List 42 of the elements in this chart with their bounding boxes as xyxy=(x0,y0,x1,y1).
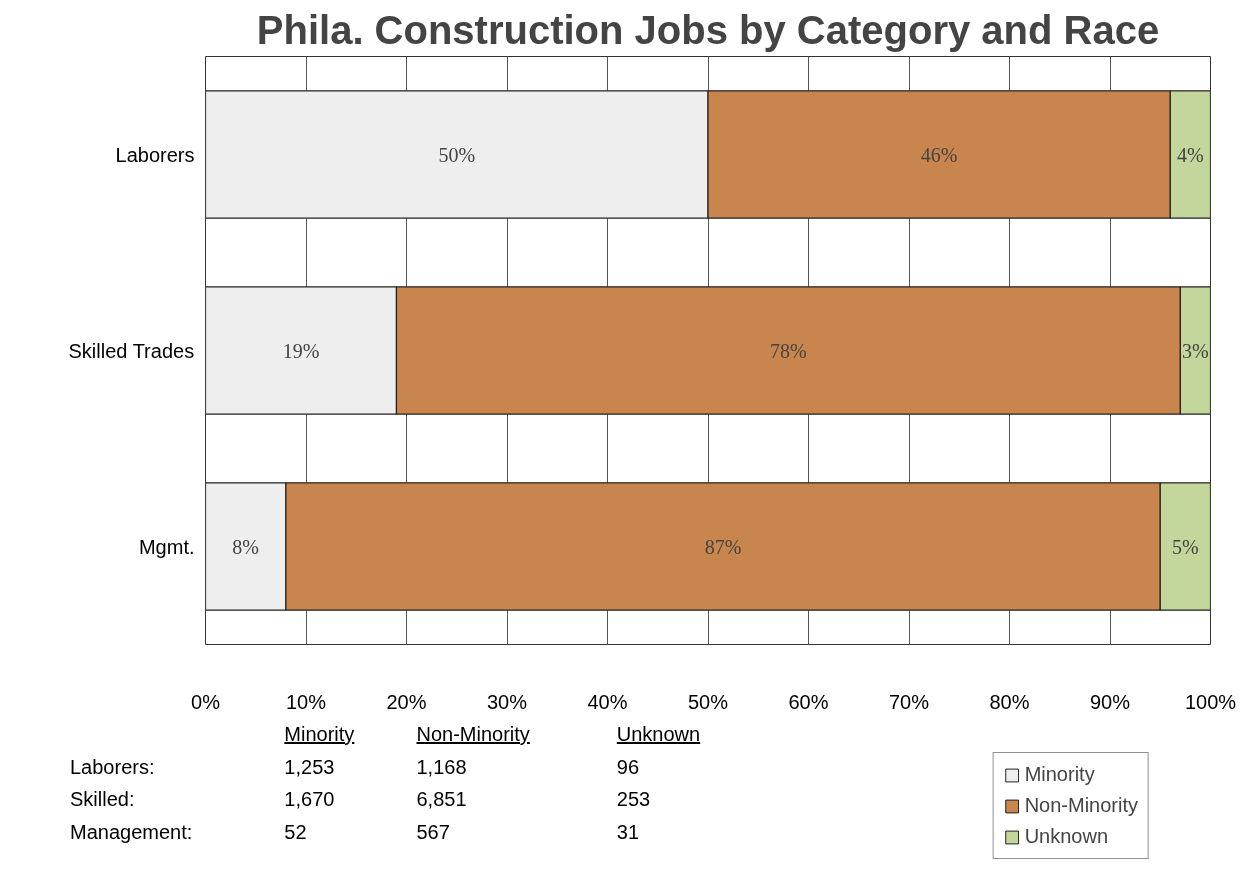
x-tick-label: 50% xyxy=(687,690,729,713)
data-label: 5% xyxy=(1172,535,1199,558)
data-label: 3% xyxy=(1182,339,1209,362)
y-tick-label: Skilled Trades xyxy=(68,339,195,362)
text: Skilled: xyxy=(70,787,136,813)
y-tick-label: Mgmt. xyxy=(138,535,195,558)
text: 1,253 xyxy=(284,754,336,780)
x-tick-label: 100% xyxy=(1184,690,1237,713)
text: 253 xyxy=(616,787,652,813)
x-tick-label: 60% xyxy=(788,690,829,713)
x-tick-label: 70% xyxy=(888,690,930,713)
text: Management: xyxy=(70,819,194,845)
text: 31 xyxy=(616,819,641,845)
data-label: 8% xyxy=(232,535,260,558)
data-label: 4% xyxy=(1177,143,1204,166)
text: Unknown xyxy=(616,722,702,747)
data-label: 78% xyxy=(770,339,807,362)
x-tick-label: 80% xyxy=(989,690,1030,713)
legend-label: Non-Minority xyxy=(1024,794,1138,817)
legend-label: Minority xyxy=(1024,763,1095,786)
text: 52 xyxy=(284,819,308,845)
data-label: 19% xyxy=(282,339,320,362)
data-label: 50% xyxy=(438,143,476,166)
x-tick-label: 40% xyxy=(587,690,628,713)
text: 1,168 xyxy=(416,754,468,780)
x-tick-label: 0% xyxy=(191,690,221,713)
text: 1,670 xyxy=(284,787,336,813)
text: 96 xyxy=(616,754,641,780)
legend-label: Unknown xyxy=(1024,825,1109,848)
x-tick-label: 10% xyxy=(285,690,327,713)
text: Non-Minority xyxy=(416,722,531,747)
text: Minority xyxy=(284,722,356,747)
text: 567 xyxy=(416,819,451,845)
text: 6,851 xyxy=(416,787,468,813)
x-tick-label: 30% xyxy=(486,690,528,713)
x-tick-label: 20% xyxy=(386,690,427,713)
y-tick-label: Laborers xyxy=(115,143,195,166)
x-tick-label: 90% xyxy=(1089,690,1131,713)
chart-title: Phila. Construction Jobs by Category and Race xyxy=(256,7,1160,52)
text: Laborers: xyxy=(70,754,156,780)
data-label: 46% xyxy=(920,143,958,166)
data-label: 87% xyxy=(704,535,742,558)
